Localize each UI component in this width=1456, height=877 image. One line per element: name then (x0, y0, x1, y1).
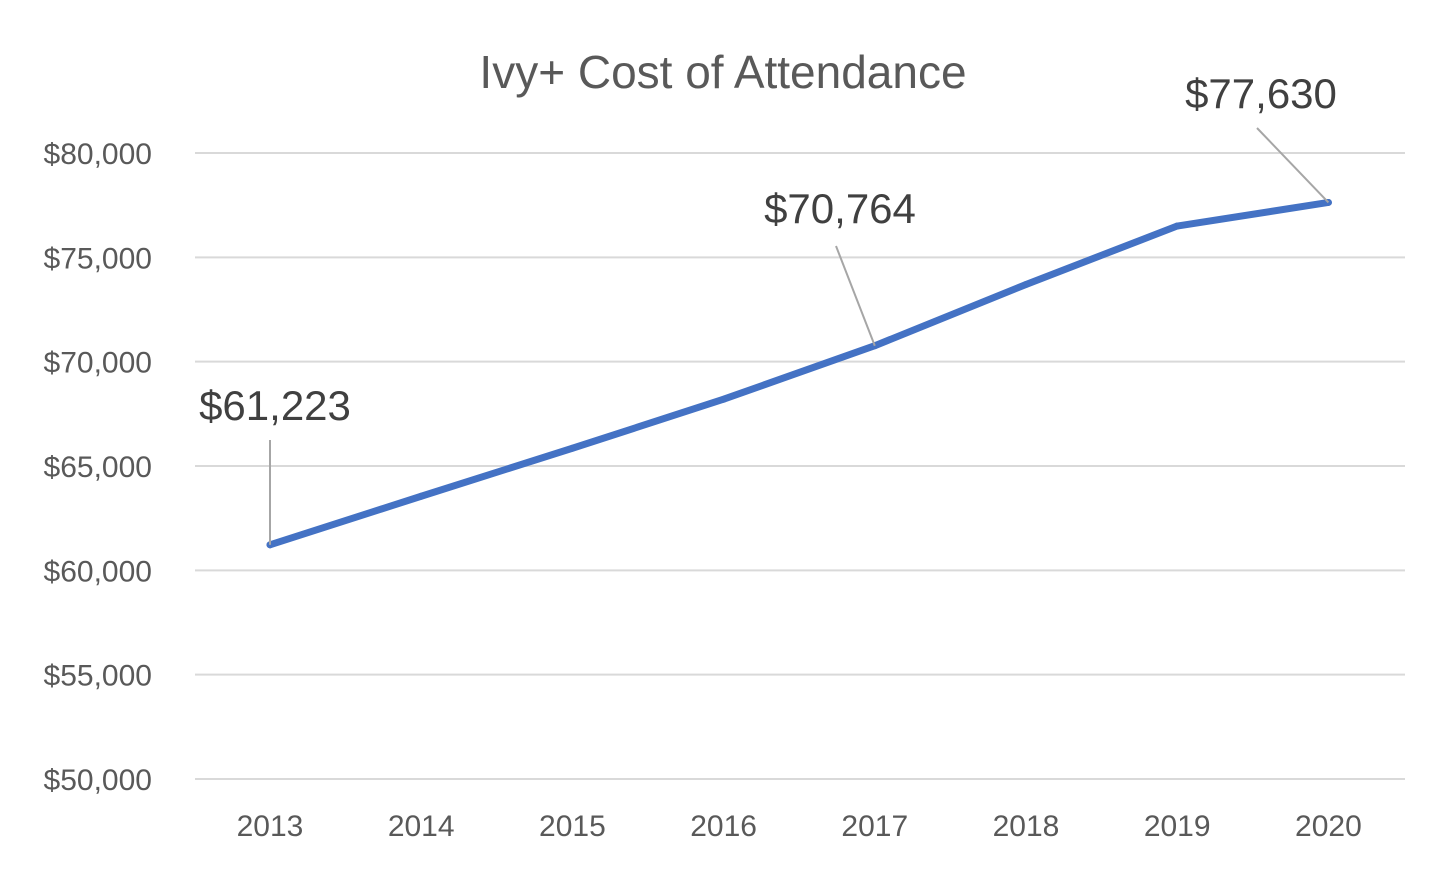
data-label: $61,223 (199, 382, 351, 429)
data-label: $77,630 (1185, 70, 1337, 117)
data-label-leader (1256, 127, 1330, 204)
x-tick-label: 2019 (1144, 810, 1211, 843)
data-label: $70,764 (764, 185, 916, 232)
x-tick-label: 2018 (993, 810, 1060, 843)
y-tick-label: $65,000 (44, 451, 152, 484)
y-tick-label: $50,000 (44, 764, 152, 797)
x-tick-label: 2015 (539, 810, 606, 843)
y-tick-label: $70,000 (44, 347, 152, 380)
y-tick-label: $60,000 (44, 555, 152, 588)
y-tick-label: $80,000 (44, 138, 152, 171)
x-axis-tick-labels: 2013 2014 2015 2016 2017 2018 2019 2020 (237, 810, 1362, 843)
series-line (266, 198, 1332, 549)
y-axis-tick-labels: $80,000 $75,000 $70,000 $65,000 $60,000 $55,0… (44, 138, 152, 797)
x-tick-label: 2017 (841, 810, 908, 843)
x-tick-label: 2014 (388, 810, 455, 843)
data-point (568, 444, 576, 452)
data-point (1173, 222, 1181, 230)
data-labels: $61,223 $70,764 $77,630 (199, 70, 1337, 545)
y-tick-label: $75,000 (44, 242, 152, 275)
data-point (720, 395, 728, 403)
data-point (417, 492, 425, 500)
data-label-leader (835, 245, 876, 347)
chart-title: Ivy+ Cost of Attendance (479, 46, 966, 98)
x-tick-label: 2016 (690, 810, 757, 843)
x-tick-label: 2013 (237, 810, 304, 843)
y-tick-label: $55,000 (44, 660, 152, 693)
data-point (1022, 280, 1030, 288)
gridlines (195, 152, 1405, 780)
series-layer (266, 198, 1332, 549)
x-tick-label: 2020 (1295, 810, 1362, 843)
